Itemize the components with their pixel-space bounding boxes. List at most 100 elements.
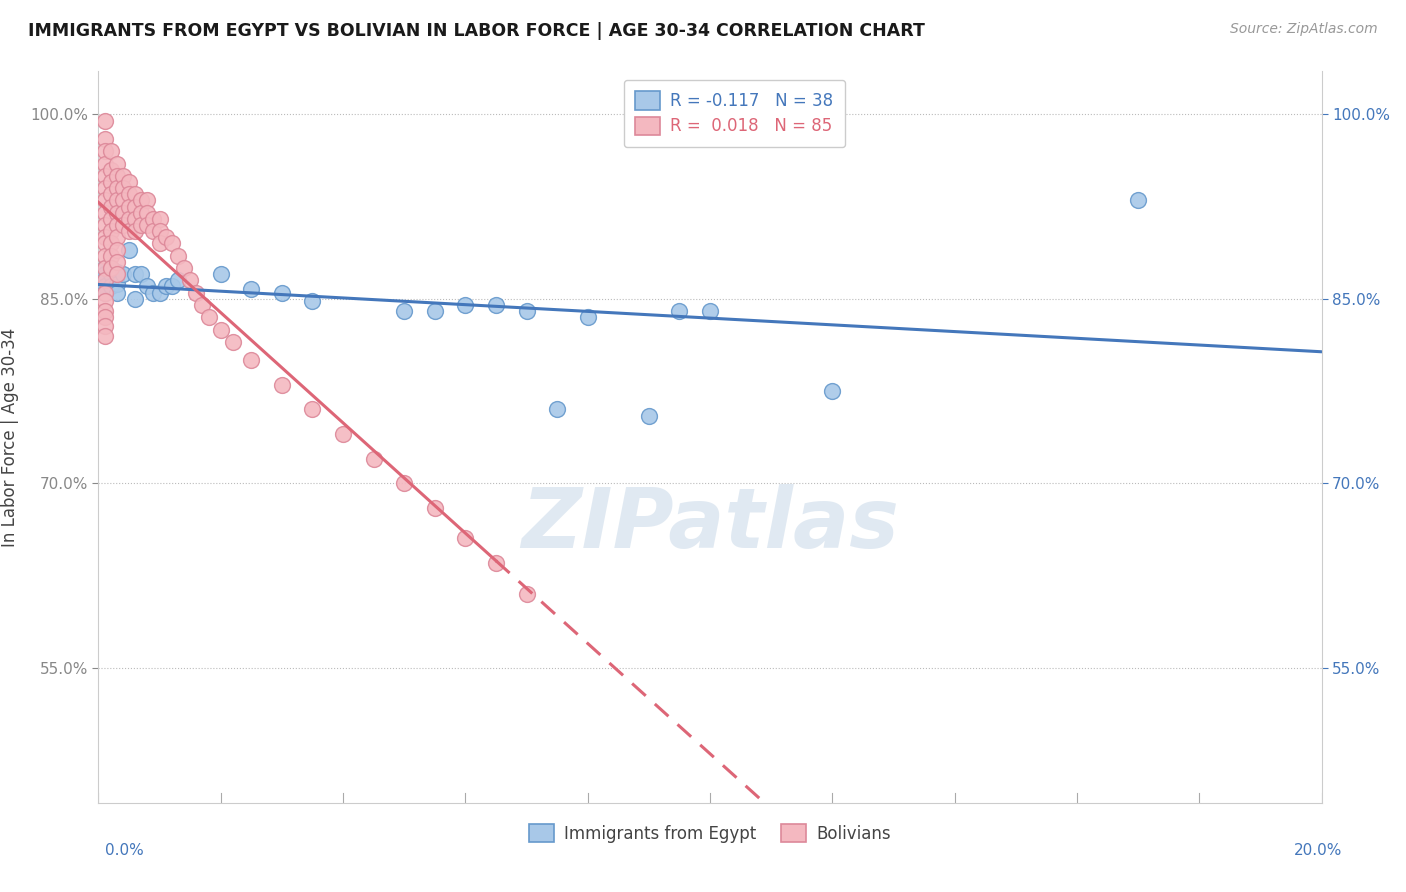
Point <box>149 285 172 300</box>
Point <box>118 175 141 189</box>
Point <box>363 451 385 466</box>
Point <box>160 279 183 293</box>
Point <box>136 279 159 293</box>
Point <box>124 267 146 281</box>
Point <box>105 267 128 281</box>
Point <box>454 298 477 312</box>
Point <box>93 310 115 325</box>
Point <box>191 298 214 312</box>
Point <box>93 279 115 293</box>
Point <box>93 113 115 128</box>
Point <box>93 145 115 159</box>
Point <box>136 218 159 232</box>
Point <box>105 243 128 257</box>
Point <box>301 294 323 309</box>
Point <box>160 236 183 251</box>
Point <box>1128 194 1150 208</box>
Point <box>423 304 446 318</box>
Point <box>105 230 128 244</box>
Point <box>111 169 134 183</box>
Point <box>100 261 122 276</box>
Point <box>93 205 115 219</box>
Point <box>100 200 122 214</box>
Point <box>118 224 141 238</box>
Point <box>149 224 172 238</box>
Point <box>100 145 122 159</box>
Point <box>105 285 128 300</box>
Point <box>516 587 538 601</box>
Point <box>93 156 115 170</box>
Point <box>111 267 134 281</box>
Point <box>100 236 122 251</box>
Y-axis label: In Labor Force | Age 30-34: In Labor Force | Age 30-34 <box>1 327 18 547</box>
Point <box>100 162 122 177</box>
Point <box>136 194 159 208</box>
Point <box>240 353 263 368</box>
Point <box>129 194 152 208</box>
Point <box>485 556 508 570</box>
Point <box>93 294 115 309</box>
Point <box>93 181 115 195</box>
Point <box>100 211 122 226</box>
Point <box>485 298 508 312</box>
Point <box>105 169 128 183</box>
Point <box>124 224 146 238</box>
Point <box>100 279 122 293</box>
Text: 0.0%: 0.0% <box>105 843 145 858</box>
Point <box>124 211 146 226</box>
Point <box>93 267 115 281</box>
Point <box>209 267 232 281</box>
Point <box>197 310 219 325</box>
Point <box>124 292 146 306</box>
Point <box>105 218 128 232</box>
Text: 20.0%: 20.0% <box>1295 843 1343 858</box>
Point <box>118 211 141 226</box>
Point <box>100 175 122 189</box>
Point <box>167 273 190 287</box>
Point <box>93 318 115 333</box>
Point <box>124 187 146 202</box>
Point <box>105 156 128 170</box>
Point <box>105 255 128 269</box>
Point <box>111 181 134 195</box>
Point <box>111 218 134 232</box>
Legend: Immigrants from Egypt, Bolivians: Immigrants from Egypt, Bolivians <box>523 817 897 849</box>
Point <box>129 267 152 281</box>
Point <box>93 230 115 244</box>
Point <box>149 211 172 226</box>
Point <box>637 409 661 423</box>
Point <box>93 261 115 276</box>
Point <box>546 402 568 417</box>
Point <box>93 249 115 263</box>
Point <box>93 169 115 183</box>
Point <box>93 194 115 208</box>
Point <box>93 304 115 318</box>
Point <box>332 427 354 442</box>
Point <box>129 218 152 232</box>
Point <box>105 194 128 208</box>
Point <box>149 236 172 251</box>
Point <box>93 285 115 300</box>
Point <box>105 205 128 219</box>
Point <box>142 224 165 238</box>
Point <box>186 285 208 300</box>
Point <box>155 230 177 244</box>
Point <box>155 279 177 293</box>
Point <box>93 273 115 287</box>
Point <box>576 310 599 325</box>
Point <box>392 476 416 491</box>
Text: Source: ZipAtlas.com: Source: ZipAtlas.com <box>1230 22 1378 37</box>
Point <box>105 181 128 195</box>
Point <box>111 194 134 208</box>
Point <box>93 285 115 300</box>
Point <box>179 273 201 287</box>
Point <box>100 249 122 263</box>
Point <box>111 205 134 219</box>
Point <box>100 187 122 202</box>
Point <box>270 285 292 300</box>
Point <box>516 304 538 318</box>
Point <box>93 273 115 287</box>
Point <box>392 304 416 318</box>
Point <box>167 249 190 263</box>
Point <box>124 200 146 214</box>
